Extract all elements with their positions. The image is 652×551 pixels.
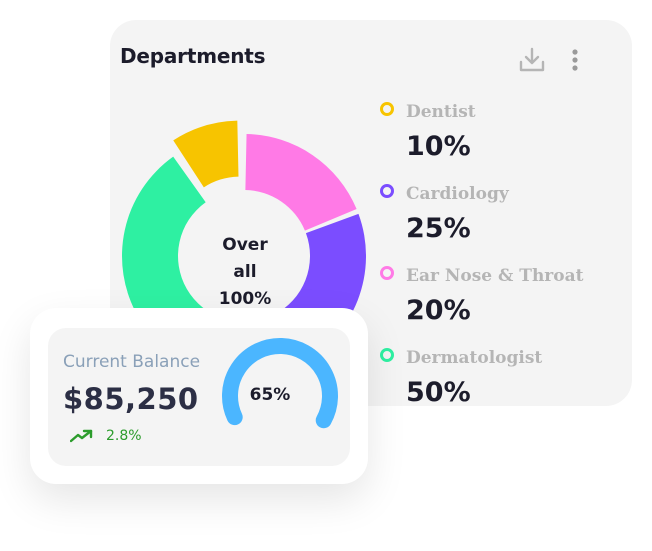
legend-item-dentist: Dentist 10% <box>380 100 620 182</box>
balance-amount: $85,250 <box>63 382 199 416</box>
balance-gauge <box>222 338 338 429</box>
trend-up-icon <box>70 429 94 443</box>
cardiology-dot-icon <box>380 184 394 198</box>
departments-title: Departments <box>120 44 266 68</box>
donut-center-line-2: all <box>233 262 257 282</box>
more-vertical-icon[interactable] <box>568 46 582 74</box>
gauge-arc <box>222 338 338 429</box>
legend-label: Dentist <box>406 102 476 122</box>
legend-label: Dermatologist <box>406 348 543 368</box>
legend-item-dermatologist: Dermatologist 50% <box>380 346 620 406</box>
trend-value: 2.8% <box>106 428 142 444</box>
current-balance-card: Current Balance $85,250 2.8% 65% <box>30 308 368 484</box>
dermatologist-dot-icon <box>380 348 394 362</box>
legend-item-cardiology: Cardiology 25% <box>380 182 620 264</box>
slice-dentist <box>173 120 239 188</box>
legend-value: 10% <box>406 131 471 162</box>
legend-value: 20% <box>406 295 471 326</box>
dentist-dot-icon <box>380 102 394 116</box>
current-balance-panel: Current Balance $85,250 2.8% 65% <box>48 328 350 466</box>
legend-label: Ear Nose & Throat <box>406 266 584 286</box>
legend-item-ent: Ear Nose & Throat 20% <box>380 264 620 346</box>
legend-value: 50% <box>406 377 471 406</box>
donut-center-line-1: Over <box>222 235 268 255</box>
balance-label: Current Balance <box>63 352 201 372</box>
donut-center-line-3: 100% <box>218 289 272 309</box>
slice-ent <box>245 134 357 231</box>
download-icon[interactable] <box>518 46 546 74</box>
donut-center-label: Over all 100% <box>200 232 290 313</box>
legend-label: Cardiology <box>406 184 509 204</box>
legend-value: 25% <box>406 213 471 244</box>
gauge-percent-label: 65% <box>249 385 291 405</box>
ent-dot-icon <box>380 266 394 280</box>
